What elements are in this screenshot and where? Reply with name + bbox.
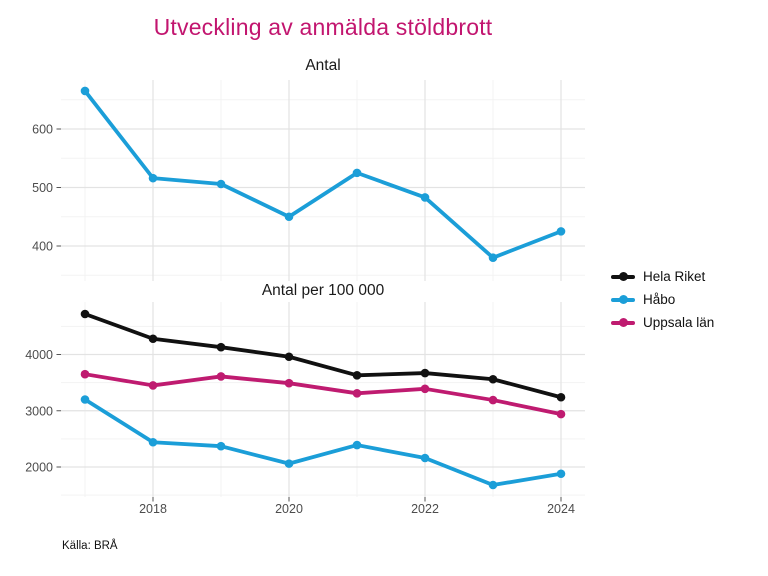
- legend-item-hela-riket: Hela Riket: [610, 265, 714, 288]
- x-axis-label: 2024: [547, 502, 575, 516]
- data-point: [148, 437, 158, 447]
- data-point: [420, 453, 430, 463]
- facet-label-antal: Antal: [305, 57, 341, 74]
- y-axis-label: 400: [32, 240, 53, 254]
- series-line-uppsala-l-n: [83, 372, 563, 417]
- data-point: [284, 212, 294, 222]
- data-point: [148, 334, 158, 344]
- legend-key-line-icon: [610, 270, 636, 284]
- facet-label-antal-per-100000: Antal per 100 000: [261, 282, 385, 299]
- y-axis-label: 3000: [25, 404, 53, 418]
- data-point: [556, 227, 566, 236]
- legend: Hela Riket Håbo Uppsala län: [610, 265, 714, 334]
- data-point: [216, 342, 226, 352]
- data-point: [216, 441, 226, 451]
- legend-item-label: Uppsala län: [643, 315, 715, 330]
- data-point: [80, 395, 90, 404]
- series-line-h-bo: [83, 89, 563, 260]
- data-point: [80, 369, 90, 379]
- x-axis-label: 2022: [411, 502, 439, 516]
- data-point: [352, 389, 362, 398]
- data-point: [420, 193, 430, 202]
- legend-item-habo: Håbo: [610, 288, 714, 311]
- legend-key-line-icon: [610, 293, 636, 307]
- data-point: [284, 459, 294, 468]
- series-line-hela-riket: [83, 312, 563, 400]
- data-point: [352, 440, 362, 450]
- y-axis-label: 4000: [25, 348, 53, 362]
- chart-title: Utveckling av anmälda stöldbrott: [153, 14, 493, 40]
- data-point: [420, 384, 430, 394]
- data-point: [556, 392, 566, 402]
- data-point: [556, 469, 566, 479]
- data-point: [80, 309, 90, 319]
- source-caption: Källa: BRÅ: [62, 540, 118, 552]
- data-point: [284, 352, 294, 362]
- data-point: [420, 368, 430, 378]
- x-axis-label: 2018: [139, 502, 167, 516]
- data-point: [488, 395, 498, 405]
- series-line-h-bo: [83, 397, 563, 487]
- data-point: [148, 173, 158, 183]
- legend-item-uppsala-lan: Uppsala län: [610, 311, 714, 334]
- data-point: [488, 480, 498, 490]
- x-axis-label: 2020: [275, 502, 303, 516]
- data-point: [556, 409, 566, 419]
- data-point: [216, 179, 226, 189]
- data-point: [216, 372, 226, 381]
- data-point: [148, 381, 158, 390]
- data-point: [352, 371, 362, 380]
- y-axis-label: 600: [32, 123, 53, 137]
- legend-item-label: Håbo: [643, 292, 676, 307]
- y-axis-label: 500: [32, 181, 53, 195]
- y-axis-label: 2000: [25, 461, 53, 475]
- data-point: [284, 378, 294, 388]
- legend-item-label: Hela Riket: [643, 269, 706, 284]
- legend-key-line-icon: [610, 316, 636, 330]
- data-point: [352, 168, 362, 178]
- data-point: [80, 86, 90, 96]
- data-point: [488, 374, 498, 384]
- data-point: [488, 253, 498, 262]
